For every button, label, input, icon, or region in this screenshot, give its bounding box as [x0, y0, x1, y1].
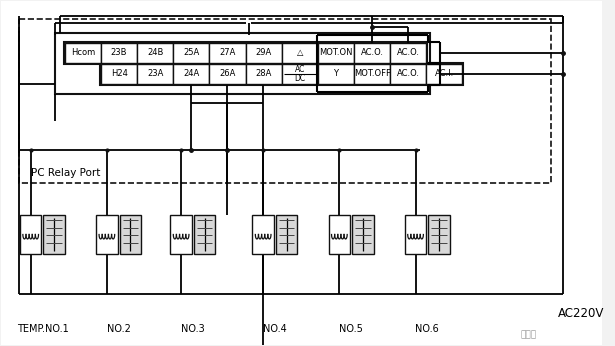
Text: 28A: 28A [255, 69, 272, 78]
Bar [318, 43, 354, 63]
Bar [20, 215, 41, 254]
Text: AC220V: AC220V [558, 307, 605, 320]
Text: △: △ [296, 48, 303, 57]
Text: H24: H24 [111, 69, 127, 78]
Bar [405, 215, 426, 254]
Bar [354, 64, 390, 84]
Bar [390, 64, 426, 84]
Bar [44, 215, 65, 254]
Bar [194, 215, 215, 254]
Bar [101, 64, 137, 84]
Text: 26A: 26A [220, 69, 236, 78]
Bar [96, 215, 117, 254]
Text: AC.O.: AC.O. [397, 69, 419, 78]
Bar [426, 64, 462, 84]
Text: NO.2: NO.2 [106, 324, 130, 334]
Bar [64, 42, 427, 64]
Text: AC.O.: AC.O. [397, 48, 419, 57]
Bar [65, 43, 101, 63]
Text: MOT.ON: MOT.ON [319, 48, 352, 57]
Bar [282, 64, 318, 84]
Text: NO.3: NO.3 [181, 324, 205, 334]
Bar [137, 64, 173, 84]
Bar [328, 215, 350, 254]
Text: NO.6: NO.6 [415, 324, 439, 334]
Text: 23B: 23B [111, 48, 127, 57]
Bar [354, 43, 390, 63]
Bar [318, 64, 354, 84]
Text: NO.5: NO.5 [339, 324, 363, 334]
Text: MOT.OFF: MOT.OFF [354, 69, 391, 78]
Bar [173, 64, 210, 84]
Text: PC Relay Port: PC Relay Port [31, 168, 100, 178]
Text: TEMP.NO.1: TEMP.NO.1 [17, 324, 68, 334]
Text: 微注塑: 微注塑 [521, 330, 537, 339]
Bar [245, 43, 282, 63]
Text: Y: Y [333, 69, 338, 78]
Bar [390, 43, 426, 63]
Text: AC.O.: AC.O. [360, 48, 384, 57]
Bar [101, 43, 137, 63]
Text: 24B: 24B [147, 48, 164, 57]
Bar [173, 43, 210, 63]
Bar [282, 43, 318, 63]
Text: 27A: 27A [220, 48, 236, 57]
Bar [276, 215, 298, 254]
Text: 23A: 23A [147, 69, 164, 78]
Bar [170, 215, 192, 254]
Bar [19, 19, 551, 183]
Text: 29A: 29A [255, 48, 272, 57]
Text: 25A: 25A [183, 48, 199, 57]
Text: AC: AC [295, 65, 305, 74]
Text: DC: DC [294, 74, 306, 83]
Text: AC.I.: AC.I. [435, 69, 454, 78]
Bar [252, 215, 274, 254]
Bar [100, 63, 464, 85]
Bar [137, 43, 173, 63]
Bar [119, 215, 141, 254]
Bar [55, 33, 430, 94]
Bar [210, 64, 245, 84]
Bar [352, 215, 373, 254]
Text: NO.4: NO.4 [263, 324, 287, 334]
Bar [245, 64, 282, 84]
Bar [428, 215, 450, 254]
Text: 24A: 24A [183, 69, 199, 78]
Text: Hcom: Hcom [71, 48, 95, 57]
Bar [210, 43, 245, 63]
